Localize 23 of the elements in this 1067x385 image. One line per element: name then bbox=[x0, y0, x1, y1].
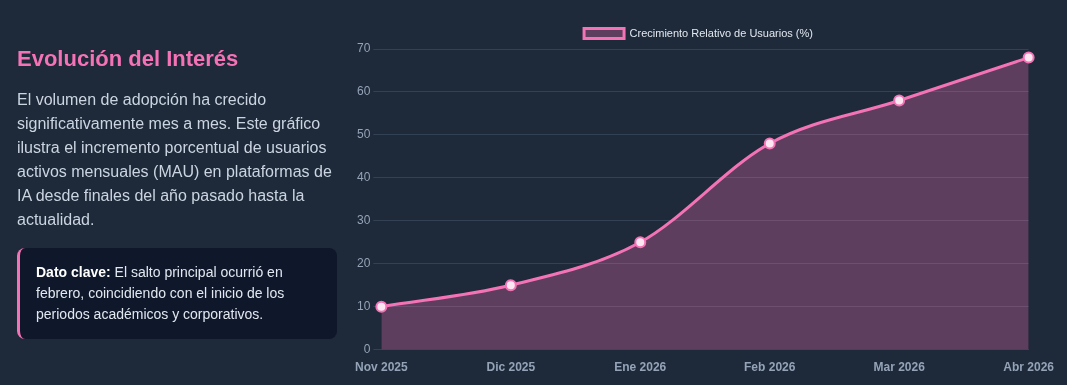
x-tick-label: Ene 2026 bbox=[614, 360, 667, 375]
y-tick-label: 30 bbox=[356, 213, 371, 228]
y-tick-label: 70 bbox=[356, 41, 371, 56]
y-tick-label: 50 bbox=[356, 127, 371, 142]
x-tick-label: Feb 2026 bbox=[744, 360, 796, 375]
text: El volumen de adopción ha crecido significativamente mes a mes. Este gráfico ilustra el incremento porcentual de usuarios activos mensuales (MAU) en plataformas de IA desde finales del año pasado hasta la actualidad. bbox=[17, 90, 333, 230]
legend-label: Crecimiento Relativo de Usuarios (%) bbox=[629, 26, 813, 39]
text: Dato clave: El salto principal ocurrió en febrero, coincidiendo con el inicio de los periodos académicos y corporativos. bbox=[17, 248, 337, 339]
text: Evolución del Interés bbox=[17, 46, 240, 72]
y-tick-label: 40 bbox=[356, 170, 371, 185]
point bbox=[634, 236, 647, 249]
point bbox=[1022, 51, 1035, 64]
point bbox=[893, 94, 906, 107]
y-tick-label: 60 bbox=[356, 84, 371, 99]
point bbox=[763, 137, 776, 150]
x-tick-label: Abr 2026 bbox=[1003, 360, 1055, 375]
point bbox=[504, 279, 517, 292]
x-tick-label: Mar 2026 bbox=[873, 360, 926, 375]
y-tick-label: 0 bbox=[363, 341, 371, 356]
x-tick-label: Dic 2025 bbox=[486, 360, 536, 375]
y-tick-label: 10 bbox=[356, 298, 371, 313]
y-tick-label: 20 bbox=[356, 256, 371, 271]
x-tick-label: Nov 2025 bbox=[355, 360, 409, 375]
